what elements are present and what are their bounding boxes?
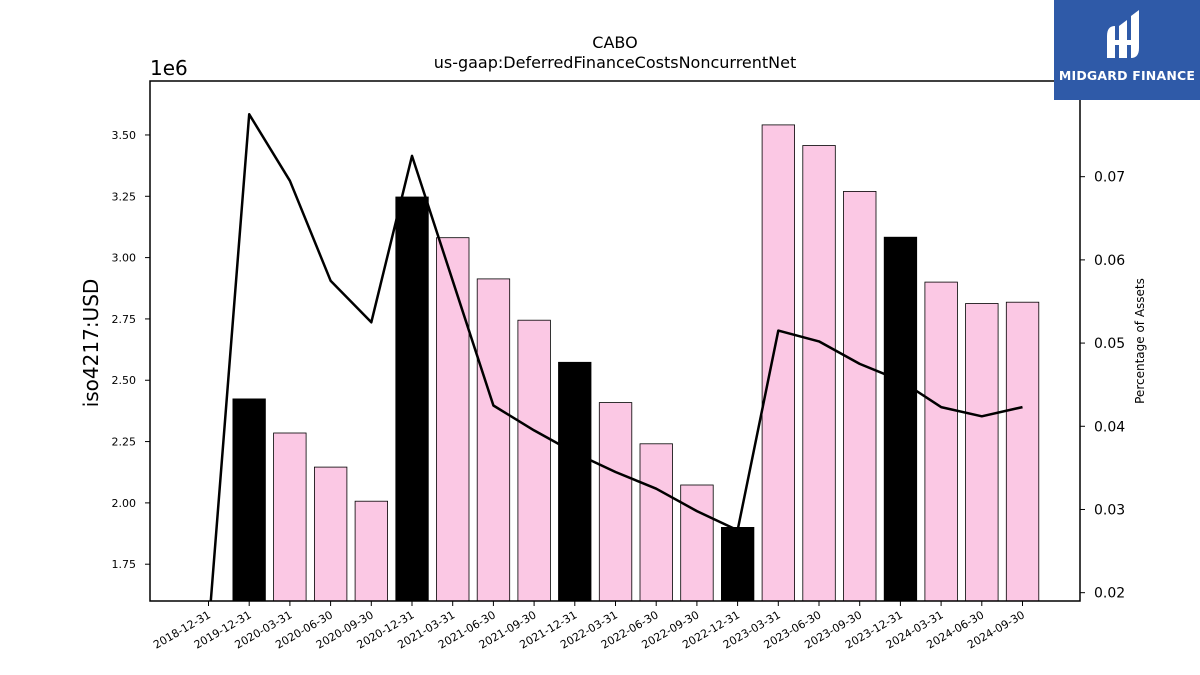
- bar: [843, 190, 877, 601]
- y-offset-label: 1e6: [150, 56, 188, 80]
- bars-group: [232, 124, 1040, 601]
- bar: [1005, 301, 1040, 601]
- y2-tick-label: 0.07: [1094, 170, 1125, 186]
- bar: [883, 236, 918, 601]
- y-tick-label: 3.25: [112, 190, 137, 203]
- bar: [680, 484, 714, 601]
- y2-tick-label: 0.03: [1094, 502, 1125, 518]
- bar: [761, 124, 795, 601]
- bar: [354, 500, 389, 601]
- bar: [436, 237, 470, 601]
- y2-axis-label: Percentage of Assets: [1133, 278, 1147, 404]
- bar: [273, 432, 307, 601]
- y2-tick-label: 0.04: [1094, 419, 1125, 435]
- series-line: [209, 113, 1023, 601]
- bar: [965, 303, 999, 601]
- y-tick-label: 3.50: [112, 129, 137, 142]
- bar: [395, 196, 429, 601]
- y2-tick-label: 0.05: [1094, 336, 1125, 352]
- y-tick-label: 2.50: [112, 374, 137, 387]
- midgard-logo-icon: [1107, 10, 1139, 58]
- y-axis: 1.75 2.00 2.25 2.50 2.75 3.00 3.25 3.50: [112, 129, 150, 571]
- bar: [598, 402, 633, 601]
- y2-tick-label: 0.02: [1094, 586, 1125, 602]
- y2-axis: 0.02 0.03 0.04 0.05 0.06 0.07: [1080, 170, 1125, 602]
- y-tick-label: 2.25: [112, 436, 137, 449]
- logo: MIDGARD FINANCE: [1054, 0, 1200, 100]
- y-tick-label: 1.75: [112, 558, 137, 571]
- chart-subtitle: us-gaap:DeferredFinanceCostsNoncurrentNe…: [434, 53, 797, 72]
- bar: [476, 278, 511, 601]
- y-tick-label: 2.75: [112, 313, 137, 326]
- y-tick-label: 3.00: [112, 252, 137, 265]
- bar: [517, 319, 551, 601]
- line-group: [209, 113, 1023, 601]
- bar: [558, 361, 592, 601]
- bar: [232, 398, 266, 601]
- y-tick-label: 2.00: [112, 497, 137, 510]
- logo-text: MIDGARD FINANCE: [1058, 68, 1196, 83]
- y2-tick-label: 0.06: [1094, 253, 1125, 269]
- bar: [639, 443, 673, 601]
- chart-title: CABO: [592, 33, 637, 52]
- bar: [924, 281, 958, 601]
- bar: [721, 527, 755, 601]
- y-axis-label: iso4217:USD: [79, 279, 103, 408]
- bar: [313, 466, 348, 601]
- x-axis: 2018-12-312019-12-312020-03-312020-06-30…: [151, 601, 1027, 652]
- bar: [802, 145, 836, 601]
